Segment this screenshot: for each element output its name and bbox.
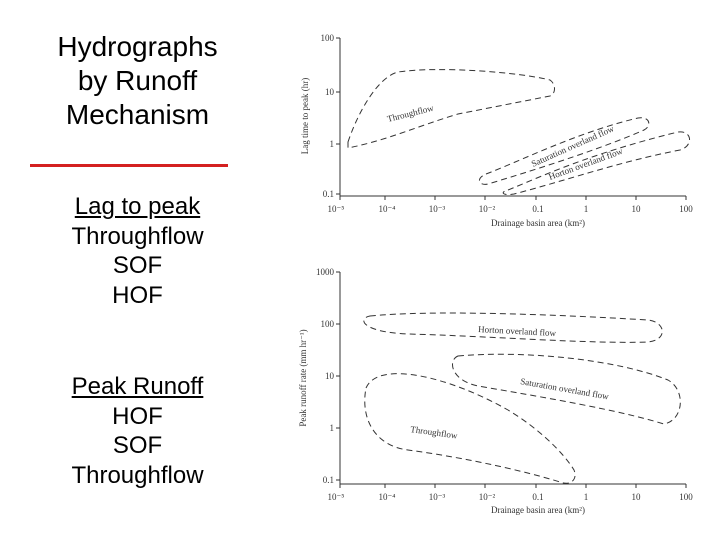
lag-time-diagram: 100 10 1 0.1 10⁻⁵ 10⁻⁴ 10⁻³ 10⁻² 0.1 1 1…: [300, 33, 694, 228]
list-heading: Lag to peak: [74, 193, 201, 220]
list-heading: Peak Runoff: [71, 373, 204, 400]
region-outlines: [347, 69, 690, 195]
x-tick-label: 10⁻⁵: [328, 492, 345, 502]
list-item: SOF: [112, 252, 163, 280]
region-labels: Throughflow Saturation overland flow Hor…: [386, 103, 624, 182]
y-tick-label: 1: [330, 139, 335, 149]
slide-title: Hydrographs by Runoff Mechanism: [10, 30, 265, 132]
x-tick-label: 10⁻²: [479, 492, 496, 502]
y-tick-label: 1000: [316, 267, 335, 277]
x-tick-label: 100: [679, 204, 693, 214]
throughflow-region: [364, 373, 576, 484]
y-tick-label: 0.1: [323, 189, 334, 199]
title-line: Mechanism: [65, 99, 210, 131]
y-tick-label: 1: [330, 423, 335, 433]
x-tick-label: 10: [632, 492, 642, 502]
saturation-overland-region: [452, 353, 681, 425]
y-tick-label: 100: [321, 319, 335, 329]
list-item: Throughflow: [71, 222, 204, 250]
title-line: Hydrographs: [57, 31, 218, 62]
x-tick-label: 1: [584, 492, 589, 502]
region-label: Throughflow: [386, 103, 435, 124]
x-tick-labels: 10⁻⁵ 10⁻⁴ 10⁻³ 10⁻² 0.1 1 10 100: [328, 492, 694, 502]
x-tick-label: 100: [679, 492, 693, 502]
text-panel: Hydrographs by Runoff Mechanism Lag to p…: [0, 0, 285, 540]
y-tick-label: 10: [325, 87, 335, 97]
x-tick-label: 0.1: [532, 204, 543, 214]
region-outlines: [363, 312, 681, 484]
x-axis-label: Drainage basin area (km²): [491, 218, 585, 228]
y-tick-labels: 100 10 1 0.1: [321, 33, 335, 199]
list-item: HOF: [112, 281, 163, 309]
x-tick-label: 0.1: [532, 492, 543, 502]
x-tick-labels: 10⁻⁵ 10⁻⁴ 10⁻³ 10⁻² 0.1 1 10 100: [328, 204, 694, 214]
x-tick-label: 1: [584, 204, 589, 214]
y-tick-label: 100: [321, 33, 335, 43]
region-label: Saturation overland flow: [520, 376, 610, 401]
x-tick-label: 10⁻³: [429, 492, 446, 502]
title-line: by Runoff: [77, 65, 198, 97]
title-divider: [30, 164, 228, 167]
x-tick-label: 10⁻⁵: [328, 204, 345, 214]
list-item: Throughflow: [71, 461, 204, 489]
y-axis-label: Peak runoff rate (mm hr⁻¹): [298, 329, 308, 426]
x-tick-label: 10⁻²: [479, 204, 496, 214]
y-tick-label: 10: [325, 371, 335, 381]
x-tick-label: 10⁻⁴: [379, 492, 396, 502]
region-label: Horton overland flow: [478, 324, 557, 338]
x-tick-label: 10: [632, 204, 642, 214]
horton-overland-region: [363, 312, 663, 343]
saturation-overland-region: [479, 117, 650, 185]
x-tick-marks: [339, 196, 687, 200]
lag-to-peak-list: Lag to peak Throughflow SOF HOF: [10, 192, 265, 310]
y-axis-label: Lag time to peak (hr): [300, 78, 310, 154]
y-tick-label: 0.1: [323, 475, 334, 485]
y-tick-labels: 1000 100 10 1 0.1: [316, 267, 335, 485]
list-item: SOF: [112, 432, 163, 460]
x-tick-marks: [339, 484, 687, 488]
x-tick-label: 10⁻³: [429, 204, 446, 214]
horton-overland-region: [502, 131, 690, 195]
axes: [336, 271, 686, 485]
region-label: Throughflow: [410, 424, 459, 441]
x-axis-label: Drainage basin area (km²): [491, 505, 585, 515]
peak-runoff-list: Peak Runoff HOF SOF Throughflow: [10, 372, 265, 490]
throughflow-region: [347, 69, 555, 149]
peak-runoff-diagram: 1000 100 10 1 0.1 10⁻⁵ 10⁻⁴ 10⁻³ 10⁻² 0.…: [298, 267, 694, 515]
x-tick-label: 10⁻⁴: [379, 204, 396, 214]
list-item: HOF: [112, 402, 163, 430]
axes: [336, 37, 686, 197]
